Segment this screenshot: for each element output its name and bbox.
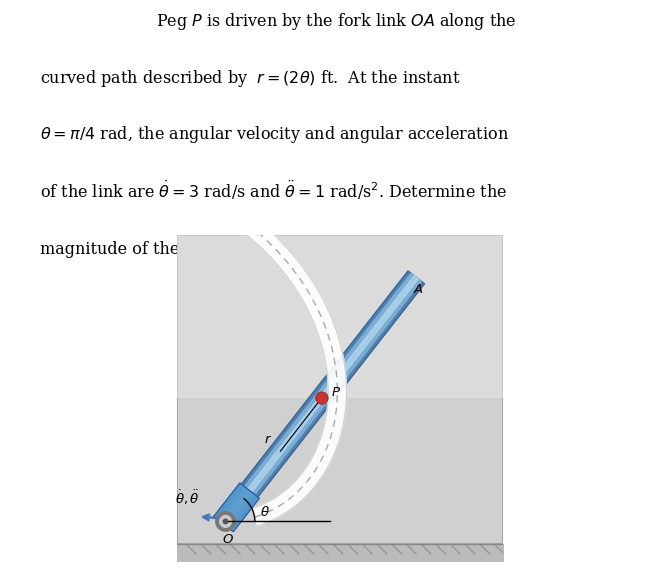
Polygon shape	[217, 271, 424, 528]
Text: curved path described by  $r = (2\theta)$ ft.  At the instant: curved path described by $r = (2\theta)$…	[41, 67, 461, 89]
Polygon shape	[171, 174, 346, 526]
Circle shape	[220, 515, 231, 527]
Text: $P$: $P$	[331, 387, 341, 399]
Polygon shape	[214, 483, 259, 531]
Text: $A$: $A$	[413, 284, 424, 296]
Text: $\theta$: $\theta$	[260, 505, 270, 519]
Circle shape	[165, 173, 184, 192]
Bar	[176, 235, 503, 398]
Circle shape	[223, 519, 228, 524]
Text: Peg $P$ is driven by the fork link $OA$ along the: Peg $P$ is driven by the fork link $OA$ …	[156, 11, 516, 32]
Text: $\dot{\theta},\ddot{\theta}$: $\dot{\theta},\ddot{\theta}$	[175, 488, 200, 506]
Text: $\theta = \pi/4$ rad, the angular velocity and angular acceleration: $\theta = \pi/4$ rad, the angular veloci…	[41, 124, 509, 145]
Polygon shape	[220, 273, 422, 526]
Text: of the link are $\dot{\theta} = 3$ rad/s and $\ddot{\theta} = 1$ rad/s$^2$. Dete: of the link are $\dot{\theta} = 3$ rad/s…	[41, 178, 507, 201]
Text: magnitude of the peg's acceleration at this instant.: magnitude of the peg's acceleration at t…	[41, 241, 457, 258]
Polygon shape	[224, 276, 418, 523]
Circle shape	[216, 511, 235, 531]
Text: $O$: $O$	[222, 533, 234, 546]
Circle shape	[316, 392, 328, 404]
Text: $r$: $r$	[264, 432, 272, 446]
